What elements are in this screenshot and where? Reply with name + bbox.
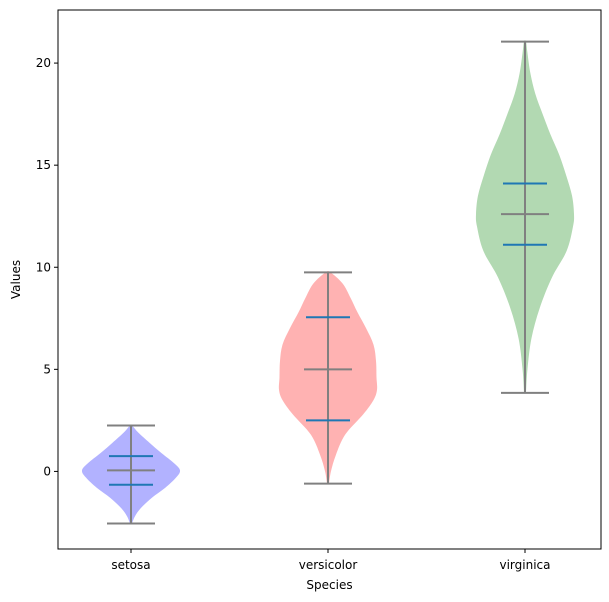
x-tick-label-setosa: setosa [111, 558, 150, 572]
x-axis-label: Species [306, 578, 352, 592]
y-axis: 0 5 10 15 20 [36, 56, 58, 478]
y-tick-label-10: 10 [36, 260, 51, 274]
plot-frame [57, 9, 602, 550]
y-axis-label: Values [9, 260, 23, 299]
y-tick-label-15: 15 [36, 158, 51, 172]
x-tick-label-virginica: virginica [500, 558, 551, 572]
stats-layer [107, 40, 549, 525]
x-axis: setosa versicolor virginica [111, 549, 551, 572]
y-tick-label-0: 0 [43, 464, 51, 478]
y-tick-label-5: 5 [43, 362, 51, 376]
x-tick-label-versicolor: versicolor [299, 558, 358, 572]
y-tick-label-20: 20 [36, 56, 51, 70]
